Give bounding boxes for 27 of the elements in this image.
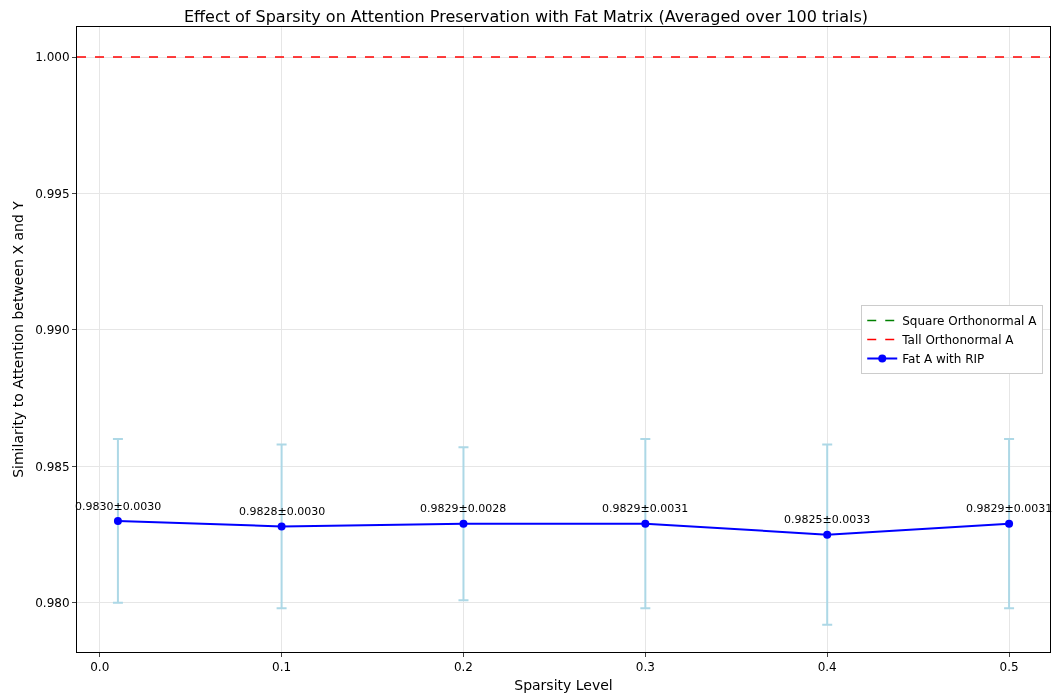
point — [277, 522, 286, 531]
x-axis-title: Sparsity Level — [514, 676, 613, 693]
point — [1005, 519, 1014, 528]
chart-title: Effect of Sparsity on Attention Preservation with Fat Matrix (Averaged over 100 trials) — [183, 6, 869, 26]
data-label: 0.9829±0.0031 — [602, 502, 689, 515]
y-tick-label: 0.995 — [35, 186, 70, 201]
data-label: 0.9829±0.0028 — [420, 502, 507, 515]
point — [641, 519, 650, 528]
x-tick-label: 0.0 — [90, 660, 110, 675]
point — [823, 530, 832, 539]
text: Square Orthonormal A — [902, 314, 1037, 329]
x-tick-label: 0.2 — [453, 660, 474, 675]
y-tick-label: 0.980 — [35, 596, 70, 611]
x-tick-label: 0.3 — [635, 660, 655, 675]
y-axis-title: Similarity to Attention between X and Y — [9, 200, 26, 478]
point — [113, 517, 122, 525]
x-tick-label: 0.1 — [272, 660, 292, 675]
legend-label: Fat A with RIP — [902, 352, 985, 367]
point — [459, 519, 468, 528]
data-label: 0.9828±0.0030 — [239, 505, 326, 518]
legend-label: Tall Orthonormal A — [901, 333, 1015, 348]
y-tick-label: 0.985 — [35, 459, 70, 474]
x-tick-label: 0.4 — [817, 660, 837, 675]
x-tick-label: 0.5 — [999, 660, 1019, 675]
data-label: 0.9825±0.0033 — [784, 513, 871, 526]
y-tick-label: 0.990 — [35, 323, 70, 338]
y-tick-label: 1.000 — [35, 50, 70, 65]
